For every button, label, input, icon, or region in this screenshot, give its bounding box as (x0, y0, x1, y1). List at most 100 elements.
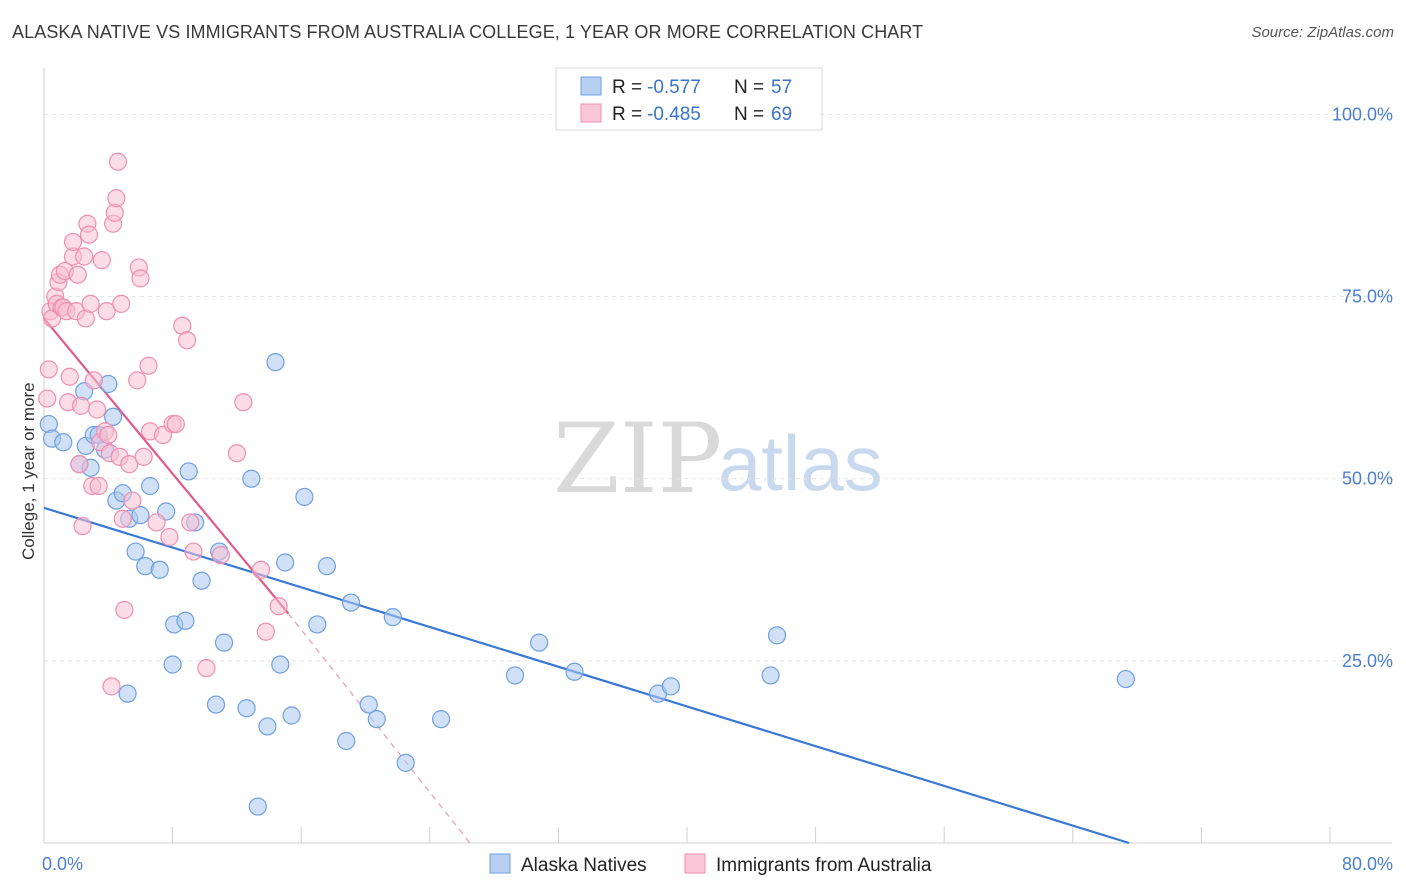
axes (43, 68, 1392, 844)
australia-point-27 (84, 371, 103, 390)
australia-point-39 (107, 189, 126, 208)
alaska-point-32 (242, 469, 261, 488)
legend-n-label-1: N = (734, 77, 764, 98)
y-tick-label-0: 25.0% (1342, 651, 1393, 671)
australia-point-1 (39, 360, 58, 379)
alaska-point-54 (761, 666, 780, 685)
australia-point-50 (134, 447, 153, 466)
series-legend-swatch-australia (684, 853, 706, 874)
australia-point-57 (166, 414, 185, 434)
australia-point-45 (120, 455, 139, 474)
alaska-point-53 (661, 677, 681, 696)
gridlines (44, 113, 1392, 662)
alaska-point-51 (565, 662, 584, 681)
alaska-point-55 (767, 626, 787, 645)
alaska-point-27 (192, 571, 211, 590)
australia-trend-line (43, 317, 290, 615)
australia-point-17 (68, 265, 87, 284)
australia-trend-line-extension (287, 613, 471, 844)
x-tick-label-min: 0.0% (42, 854, 83, 874)
alaska-point-49 (505, 666, 525, 685)
alaska-point-37 (276, 553, 295, 572)
australia-point-60 (181, 513, 200, 532)
alaska-point-22 (163, 655, 182, 674)
alaska-point-33 (248, 797, 267, 816)
alaska-point-25 (179, 462, 198, 481)
alaska-point-16 (126, 542, 145, 561)
australia-point-0 (38, 389, 57, 408)
correlation-legend: R = -0.577 N = 57 R = -0.485 N = 69 (555, 67, 823, 131)
series-legend-swatch-alaska (489, 853, 511, 874)
australia-point-19 (71, 396, 91, 415)
alaska-point-20 (150, 560, 169, 579)
legend-n-label-2: N = (734, 104, 764, 125)
series-legend-label-australia: Immigrants from Australia (716, 855, 932, 876)
australia-point-67 (256, 622, 275, 641)
australia-point-63 (211, 546, 230, 565)
alaska-point-14 (118, 684, 137, 703)
alaska-point-43 (341, 593, 361, 612)
australia-point-53 (147, 513, 166, 532)
australia-point-51 (139, 356, 158, 375)
legend-r-label-1: R = (612, 77, 642, 98)
australia-point-46 (123, 491, 142, 510)
watermark-zip: ZIP (553, 403, 722, 515)
australia-point-24 (79, 225, 99, 244)
australia-point-49 (131, 269, 150, 288)
australia-point-29 (89, 476, 108, 496)
australia-point-21 (75, 247, 94, 266)
legend-n-value-2: 69 (771, 104, 792, 125)
australia-point-40 (108, 152, 128, 171)
alaska-point-19 (140, 476, 160, 496)
legend-r-value-1: -0.577 (647, 77, 701, 98)
alaska-point-31 (237, 699, 256, 718)
trend-lines (43, 317, 1130, 845)
australia-point-61 (184, 542, 203, 561)
alaska-point-44 (359, 695, 378, 714)
alaska-point-48 (431, 710, 451, 729)
australia-point-15 (63, 232, 83, 252)
australia-point-13 (60, 367, 79, 386)
alaska-point-40 (308, 615, 327, 634)
australia-point-59 (177, 331, 197, 350)
alaska-point-42 (337, 731, 356, 751)
alaska-point-34 (258, 717, 277, 736)
alaska-point-11 (104, 407, 123, 426)
legend-r-label-2: R = (612, 104, 642, 125)
watermark-atlas: atlas (718, 419, 883, 507)
legend-n-value-1: 57 (771, 77, 792, 98)
y-tick-label-2: 75.0% (1342, 287, 1393, 307)
alaska-point-41 (317, 557, 337, 576)
legend-r-value-2: -0.485 (647, 104, 701, 125)
australia-point-65 (234, 393, 253, 412)
alaska-trend-line (43, 506, 1130, 845)
y-tick-label-3: 100.0% (1332, 104, 1393, 124)
alaska-point-47 (396, 753, 415, 772)
australia-point-18 (70, 455, 89, 474)
alaska-point-28 (206, 695, 226, 714)
australia-point-55 (160, 527, 179, 547)
alaska-point-24 (176, 611, 195, 630)
y-tick-label-1: 50.0% (1342, 469, 1393, 489)
alaska-point-46 (383, 608, 402, 627)
source-label: Source: ZipAtlas.com (1251, 24, 1394, 41)
alaska-point-39 (295, 487, 314, 507)
legend-swatch-alaska (580, 76, 602, 96)
alaska-point-45 (367, 710, 386, 729)
alaska-point-17 (131, 506, 150, 525)
australia-point-25 (81, 294, 100, 313)
chart-title: ALASKA NATIVE VS IMMIGRANTS FROM AUSTRAL… (12, 22, 924, 42)
alaska-point-36 (271, 655, 290, 674)
australia-point-44 (115, 600, 134, 619)
alaska-point-30 (214, 633, 234, 652)
y-tick-labels: 25.0% 50.0% 75.0% 100.0% (1332, 104, 1393, 670)
alaska-point-35 (266, 353, 285, 372)
alaska-point-56 (1116, 669, 1135, 689)
data-points (38, 152, 1135, 816)
australia-point-66 (251, 560, 271, 579)
series-legend-label-alaska: Alaska Natives (521, 855, 647, 876)
australia-point-47 (128, 371, 147, 390)
australia-point-64 (227, 444, 246, 463)
alaska-point-50 (530, 633, 549, 652)
